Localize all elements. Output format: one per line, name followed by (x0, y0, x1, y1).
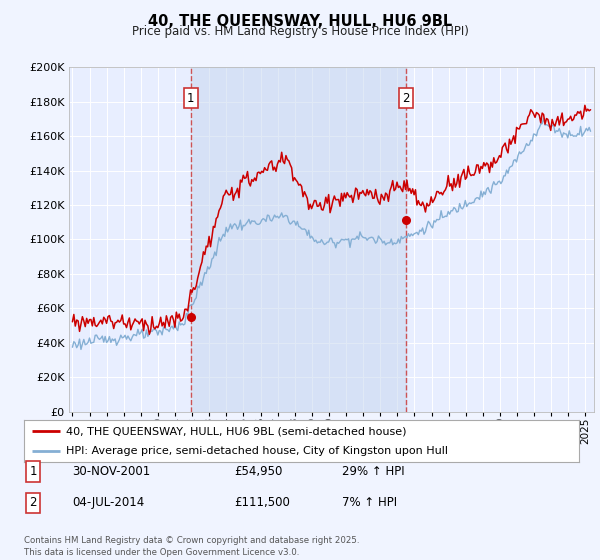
Text: 40, THE QUEENSWAY, HULL, HU6 9BL: 40, THE QUEENSWAY, HULL, HU6 9BL (148, 14, 452, 29)
Text: 1: 1 (29, 465, 37, 478)
Text: £54,950: £54,950 (234, 465, 283, 478)
Text: 2: 2 (402, 92, 410, 105)
Text: 7% ↑ HPI: 7% ↑ HPI (342, 496, 397, 510)
Text: Price paid vs. HM Land Registry's House Price Index (HPI): Price paid vs. HM Land Registry's House … (131, 25, 469, 38)
Text: 29% ↑ HPI: 29% ↑ HPI (342, 465, 404, 478)
Bar (191, 67, 406, 412)
Text: Contains HM Land Registry data © Crown copyright and database right 2025.
This d: Contains HM Land Registry data © Crown c… (24, 536, 359, 557)
Text: 30-NOV-2001: 30-NOV-2001 (72, 465, 150, 478)
Text: 04-JUL-2014: 04-JUL-2014 (72, 496, 144, 510)
Text: 1: 1 (187, 92, 194, 105)
Text: 2: 2 (29, 496, 37, 510)
Text: £111,500: £111,500 (234, 496, 290, 510)
Text: HPI: Average price, semi-detached house, City of Kingston upon Hull: HPI: Average price, semi-detached house,… (65, 446, 448, 456)
Text: 40, THE QUEENSWAY, HULL, HU6 9BL (semi-detached house): 40, THE QUEENSWAY, HULL, HU6 9BL (semi-d… (65, 426, 406, 436)
